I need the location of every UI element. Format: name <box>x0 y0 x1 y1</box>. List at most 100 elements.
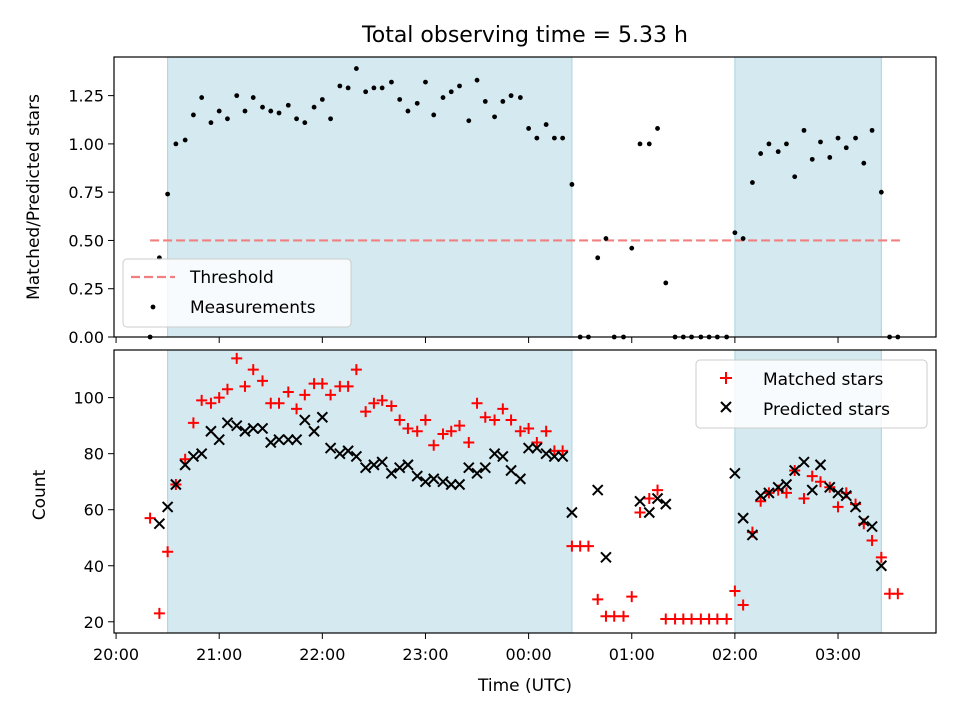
matched-star-marker <box>866 535 878 547</box>
measurement-point <box>353 66 359 71</box>
matched-star-marker <box>497 403 509 415</box>
bottom-shaded-intervals <box>167 349 882 634</box>
measurement-point <box>517 95 523 100</box>
measurement-point <box>371 85 377 91</box>
predicted-star-marker <box>376 456 388 468</box>
predicted-star-marker <box>419 475 432 488</box>
bottom-y-tick-label: 100 <box>73 389 104 408</box>
predicted-star-marker <box>737 512 749 524</box>
measurement-point <box>482 99 488 104</box>
predicted-star-marker <box>342 445 354 457</box>
bottom-y-tick-label: 60 <box>84 501 104 520</box>
measurement-point <box>173 141 179 147</box>
measurement-point <box>569 182 575 187</box>
measurement-point <box>397 97 403 102</box>
x-tick-label: 22:00 <box>299 645 345 664</box>
matched-star-marker <box>523 422 535 434</box>
predicted-star-marker <box>772 481 784 494</box>
measurement-point <box>732 230 738 236</box>
measurement-point <box>560 135 566 141</box>
legend-threshold-label: Threshold <box>189 268 274 288</box>
chart-title: Total observing time = 5.33 h <box>361 23 688 48</box>
predicted-star-marker <box>231 419 243 432</box>
matched-star-marker <box>798 493 810 505</box>
predicted-star-marker <box>488 447 501 460</box>
bottom-plot-frame <box>113 349 937 634</box>
predicted-star-marker <box>814 459 827 471</box>
predicted-stars-points <box>153 411 888 572</box>
measurement-point <box>328 116 333 122</box>
matched-star-marker <box>592 593 604 605</box>
measurement-point <box>595 255 601 261</box>
measurement-point <box>405 108 411 114</box>
measurement-point <box>216 108 222 114</box>
predicted-star-marker <box>832 487 844 499</box>
matched-star-marker <box>514 425 526 437</box>
x-tick-label: 01:00 <box>609 645 655 664</box>
matched-star-marker <box>755 495 767 507</box>
predicted-star-marker <box>299 414 311 426</box>
predicted-star-marker <box>463 461 475 474</box>
matched-star-marker <box>463 436 475 448</box>
measurement-point <box>740 236 746 241</box>
matched-star-marker <box>437 428 449 440</box>
predicted-star-marker <box>221 417 234 429</box>
predicted-star-marker <box>840 489 852 502</box>
x-tick-label: 20:00 <box>93 645 139 664</box>
measurement-point <box>492 114 497 120</box>
bottom-y-axis: 20 40 60 80 100 <box>73 389 114 632</box>
predicted-star-marker <box>729 467 741 479</box>
predicted-star-marker <box>393 461 406 474</box>
measurement-point <box>268 108 274 114</box>
predicted-star-marker <box>290 433 303 446</box>
measurement-point <box>508 93 514 99</box>
measurement-point <box>466 118 472 124</box>
matched-star-marker <box>299 389 311 401</box>
predicted-star-marker <box>453 478 466 491</box>
legend-predicted-label: Predicted stars <box>763 400 890 420</box>
measurement-point <box>603 236 609 241</box>
measurement-point <box>165 191 171 197</box>
predicted-star-marker <box>600 551 612 564</box>
measurement-point <box>285 102 291 108</box>
matched-star-marker <box>737 599 749 611</box>
legend-matched-swatch <box>720 372 732 384</box>
matched-star-marker <box>660 613 672 625</box>
matched-star-marker <box>257 375 269 387</box>
predicted-star-marker <box>505 464 517 477</box>
measurement-point <box>182 137 188 143</box>
measurement-point <box>784 141 789 147</box>
legend-measurements-swatch <box>150 304 156 310</box>
matched-star-marker <box>626 591 638 603</box>
predicted-star-marker <box>324 442 337 454</box>
matched-star-marker <box>162 546 174 558</box>
matched-star-marker <box>325 389 337 401</box>
measurement-point <box>311 104 317 110</box>
x-tick-label: 21:00 <box>196 645 242 664</box>
measurement-point <box>809 156 815 162</box>
top-legend-box <box>122 258 352 328</box>
matched-star-marker <box>247 364 259 376</box>
top-y-tick-label: 1.00 <box>68 135 104 154</box>
predicted-star-marker <box>471 467 483 479</box>
predicted-star-marker <box>824 481 836 494</box>
predicted-star-marker <box>514 473 527 485</box>
top-y-tick-label: 1.25 <box>68 87 104 106</box>
bottom-shaded-interval <box>167 349 573 634</box>
predicted-star-marker <box>437 475 449 488</box>
measurement-point <box>500 99 506 104</box>
predicted-star-marker <box>195 447 208 460</box>
predicted-star-marker <box>265 436 277 449</box>
measurement-point <box>775 149 781 155</box>
predicted-star-marker <box>161 501 174 513</box>
measurement-point <box>526 126 532 131</box>
matched-star-marker <box>557 445 569 457</box>
bottom-y-tick-label: 40 <box>84 557 104 576</box>
matched-star-marker <box>419 414 431 426</box>
predicted-star-marker <box>849 501 862 513</box>
top-y-axis: 0.00 0.25 0.50 0.75 1.00 1.25 <box>68 87 114 347</box>
predicted-star-marker <box>479 461 491 474</box>
bottom-legend-box <box>695 359 928 429</box>
measurement-point <box>534 135 540 141</box>
